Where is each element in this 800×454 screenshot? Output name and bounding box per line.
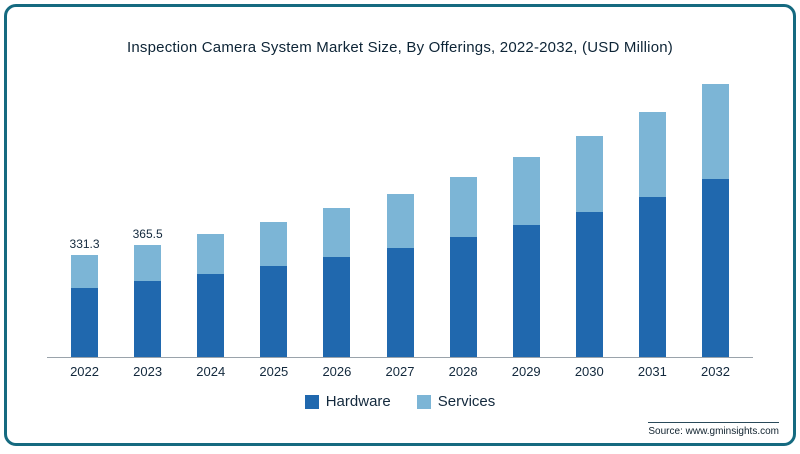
legend-item-hardware: Hardware <box>304 393 391 410</box>
bar-group <box>495 66 558 357</box>
year-label: 2030 <box>574 364 604 379</box>
year-label: 2031 <box>637 364 667 379</box>
bar-segment-hardware <box>134 281 162 357</box>
bar-segment-hardware <box>323 257 351 357</box>
bar-stack <box>134 245 162 357</box>
legend: Hardware Services <box>47 393 753 410</box>
services-swatch-icon <box>416 394 431 409</box>
bar-stack <box>638 112 666 357</box>
bar-stack <box>260 222 288 357</box>
bar-segment-services <box>197 234 225 274</box>
bar-stack <box>449 177 477 357</box>
legend-item-services: Services <box>416 393 496 410</box>
source-attribution: Source: www.gminsights.com <box>648 422 779 437</box>
bar-segment-hardware <box>449 237 477 357</box>
bar-group <box>179 66 242 357</box>
year-label: 2024 <box>196 364 226 379</box>
legend-label-hardware: Hardware <box>325 393 391 410</box>
bar-group <box>558 66 621 357</box>
bar-group <box>242 66 305 357</box>
bar-segment-services <box>134 245 162 281</box>
year-label: 2028 <box>448 364 478 379</box>
year-label: 2027 <box>385 364 415 379</box>
year-label: 2023 <box>133 364 163 379</box>
bar-segment-services <box>449 177 477 237</box>
legend-label-services: Services <box>437 393 496 410</box>
bar-segment-hardware <box>575 212 603 357</box>
bar-segment-services <box>71 255 99 288</box>
bar-group <box>621 66 684 357</box>
bar-group: 365.5 <box>116 66 179 357</box>
bar-stack <box>386 194 414 357</box>
bar-stack <box>323 208 351 357</box>
bar-stack <box>575 136 603 357</box>
bar-segment-services <box>260 222 288 266</box>
bar-segment-hardware <box>701 179 729 357</box>
bar-segment-services <box>575 136 603 212</box>
bar-segment-hardware <box>197 274 225 357</box>
bar-segment-hardware <box>386 248 414 357</box>
bar-segment-hardware <box>260 266 288 357</box>
bar-segment-services <box>638 112 666 197</box>
bar-segment-hardware <box>638 197 666 357</box>
chart-frame: Inspection Camera System Market Size, By… <box>4 4 796 446</box>
bar-stack <box>512 157 540 357</box>
bar-group: 331.3 <box>53 66 116 357</box>
bar-group <box>368 66 431 357</box>
bar-segment-services <box>323 208 351 257</box>
bar-stack <box>701 84 729 357</box>
plot-area: 331.3 365.5 <box>47 66 753 358</box>
bar-segment-hardware <box>512 225 540 357</box>
year-label: 2022 <box>70 364 99 379</box>
year-label: 2029 <box>511 364 541 379</box>
chart-title: Inspection Camera System Market Size, By… <box>127 39 673 56</box>
year-label: 2025 <box>259 364 289 379</box>
bar-segment-services <box>701 84 729 179</box>
bar-group <box>432 66 495 357</box>
year-label: 2032 <box>701 364 730 379</box>
bar-segment-services <box>512 157 540 225</box>
bar-group <box>305 66 368 357</box>
year-label: 2026 <box>322 364 352 379</box>
bar-group <box>684 66 747 357</box>
bar-value-label: 365.5 <box>132 227 163 241</box>
bar-segment-hardware <box>71 288 99 357</box>
x-axis-labels: 2022 2023 2024 2025 2026 2027 2028 2029 2030 2031… <box>47 364 753 379</box>
bar-value-label: 331.3 <box>69 237 100 251</box>
bar-stack <box>197 234 225 357</box>
bar-stack <box>71 255 99 357</box>
hardware-swatch-icon <box>304 394 319 409</box>
bar-segment-services <box>386 194 414 248</box>
